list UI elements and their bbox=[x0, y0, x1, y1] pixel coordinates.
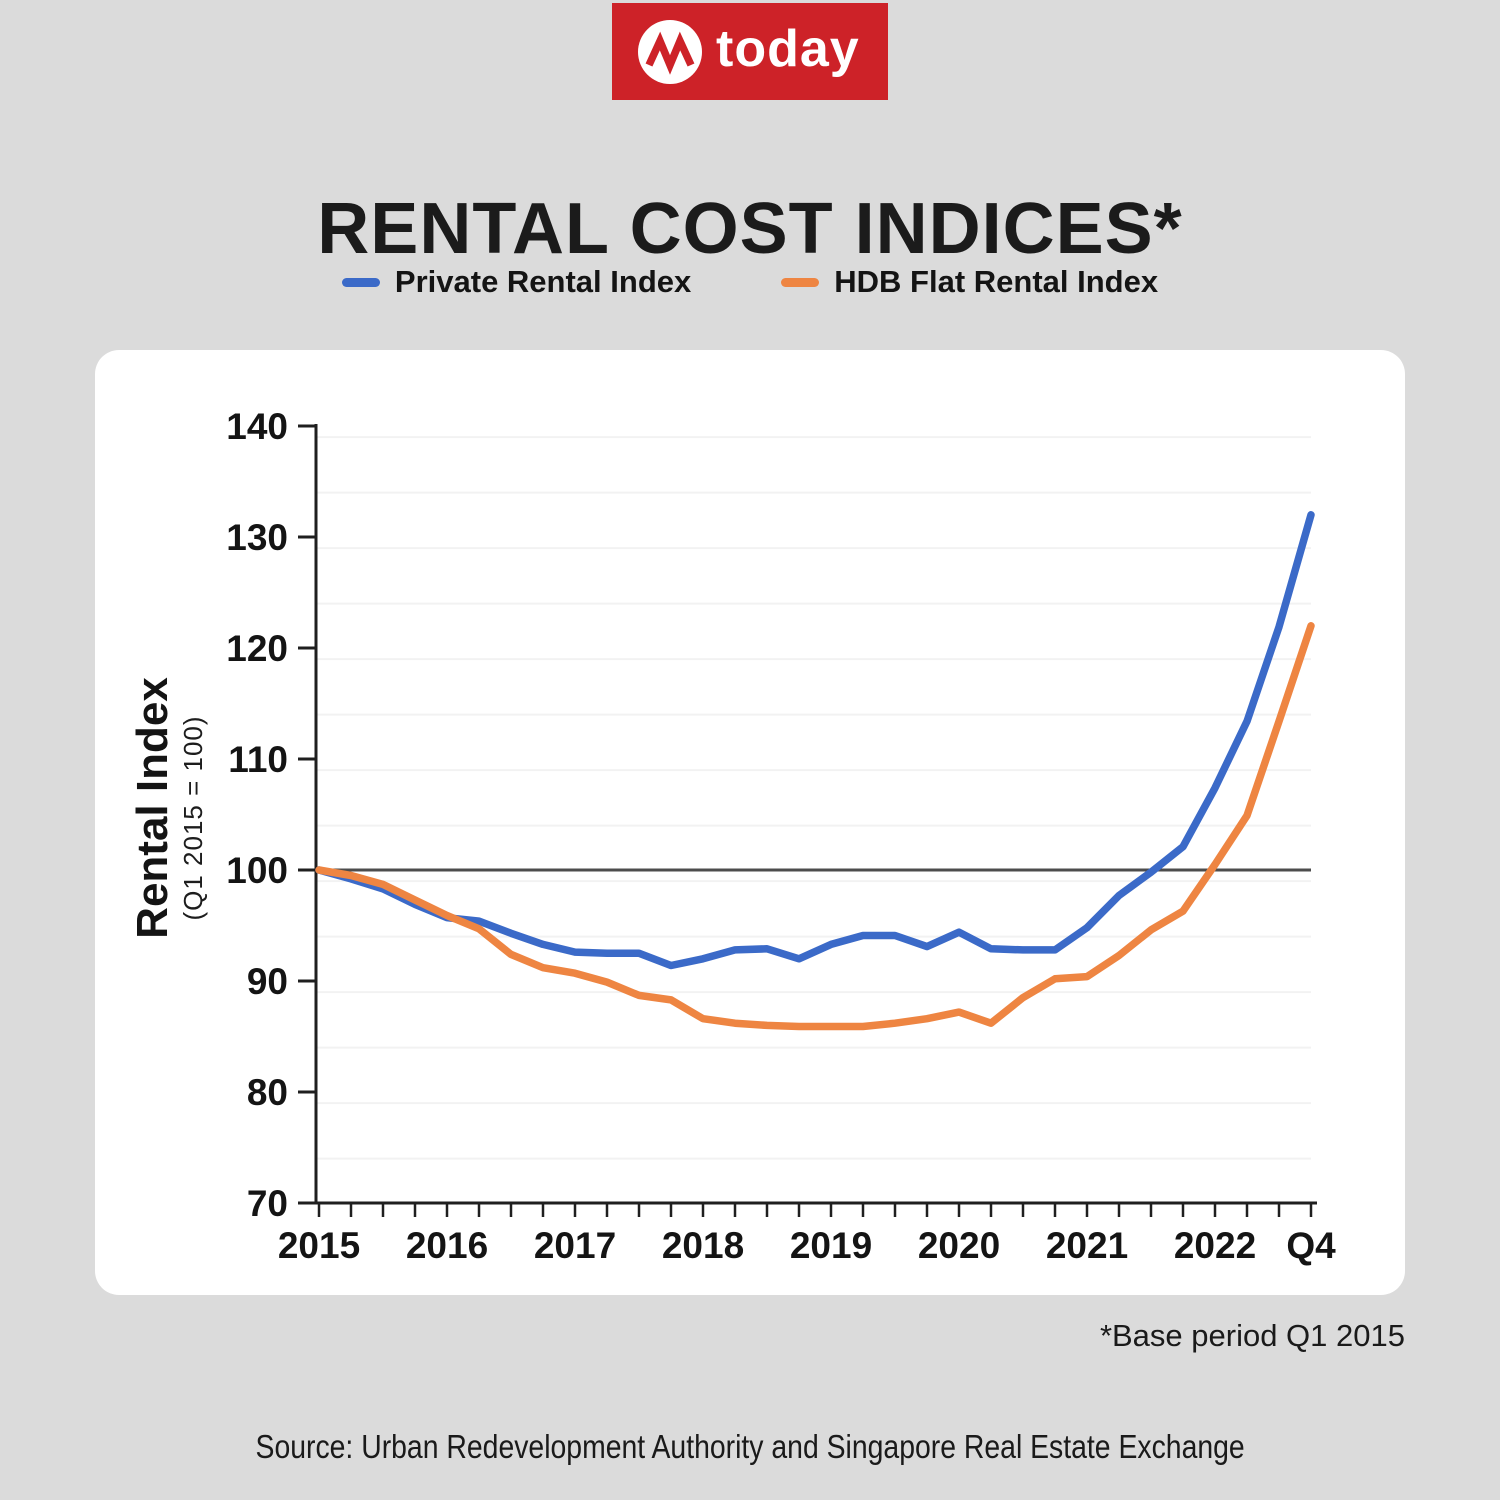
x-tick-label: 2018 bbox=[662, 1225, 744, 1266]
legend-item-hdb: HDB Flat Rental Index bbox=[781, 264, 1158, 300]
y-tick-label: 130 bbox=[226, 517, 288, 558]
source-line: Source: Urban Redevelopment Authority an… bbox=[255, 1428, 1245, 1465]
legend-label-hdb: HDB Flat Rental Index bbox=[834, 264, 1159, 299]
today-logo: today bbox=[612, 3, 888, 100]
logo-wordmark: today bbox=[716, 19, 860, 78]
legend-item-private: Private Rental Index bbox=[341, 264, 692, 300]
y-tick-label: 90 bbox=[247, 961, 288, 1002]
y-axis-ticks: 70 80 90 100 110 120 130 140 bbox=[226, 406, 316, 1224]
axes: Rental Index (Q1 2015 = 100) bbox=[128, 424, 1317, 1205]
hdb-series-swatch-icon bbox=[781, 277, 820, 287]
x-tick-label: 2019 bbox=[790, 1225, 872, 1266]
hdb-flat-rental-index-line bbox=[315, 622, 1315, 1031]
chart-legend: Private Rental Index HDB Flat Rental Ind… bbox=[0, 264, 1500, 300]
x-tick-label: 2021 bbox=[1046, 1225, 1128, 1266]
y-tick-label: 80 bbox=[247, 1072, 288, 1113]
y-tick-label: 140 bbox=[226, 406, 288, 447]
legend-label-private: Private Rental Index bbox=[394, 264, 692, 299]
private-rental-index-line bbox=[315, 511, 1315, 970]
x-tick-label: Q4 bbox=[1286, 1225, 1336, 1266]
x-tick-label: 2015 bbox=[278, 1225, 360, 1266]
x-tick-label: 2016 bbox=[406, 1225, 488, 1266]
page-title: RENTAL COST INDICES* bbox=[317, 189, 1183, 270]
x-axis-ticks: 2015 2016 2017 2018 2019 2020 2021 2022 Q4 bbox=[278, 1203, 1336, 1266]
rental-indices-line-chart: Rental Index (Q1 2015 = 100)7080901001101… bbox=[128, 406, 1336, 1266]
base-period-note: *Base period Q1 2015 bbox=[1099, 1318, 1405, 1353]
y-tick-label: 70 bbox=[247, 1183, 288, 1224]
data-series bbox=[315, 511, 1315, 1031]
chart-card: Rental Index (Q1 2015 = 100) 70 80 90 100 110 1… bbox=[95, 350, 1405, 1295]
minor-gridlines bbox=[316, 436, 1311, 1160]
x-tick-label: 2022 bbox=[1174, 1225, 1256, 1266]
y-axis-title: Rental Index bbox=[128, 677, 177, 939]
x-tick-label: 2020 bbox=[918, 1225, 1000, 1266]
y-tick-label: 110 bbox=[228, 739, 288, 780]
y-axis-subtitle: (Q1 2015 = 100) bbox=[178, 715, 208, 920]
y-tick-label: 120 bbox=[226, 628, 288, 669]
x-tick-label: 2017 bbox=[534, 1225, 616, 1266]
y-tick-label: 100 bbox=[226, 850, 288, 891]
mediacorp-m-icon bbox=[638, 19, 702, 84]
private-series-swatch-icon bbox=[341, 277, 380, 287]
